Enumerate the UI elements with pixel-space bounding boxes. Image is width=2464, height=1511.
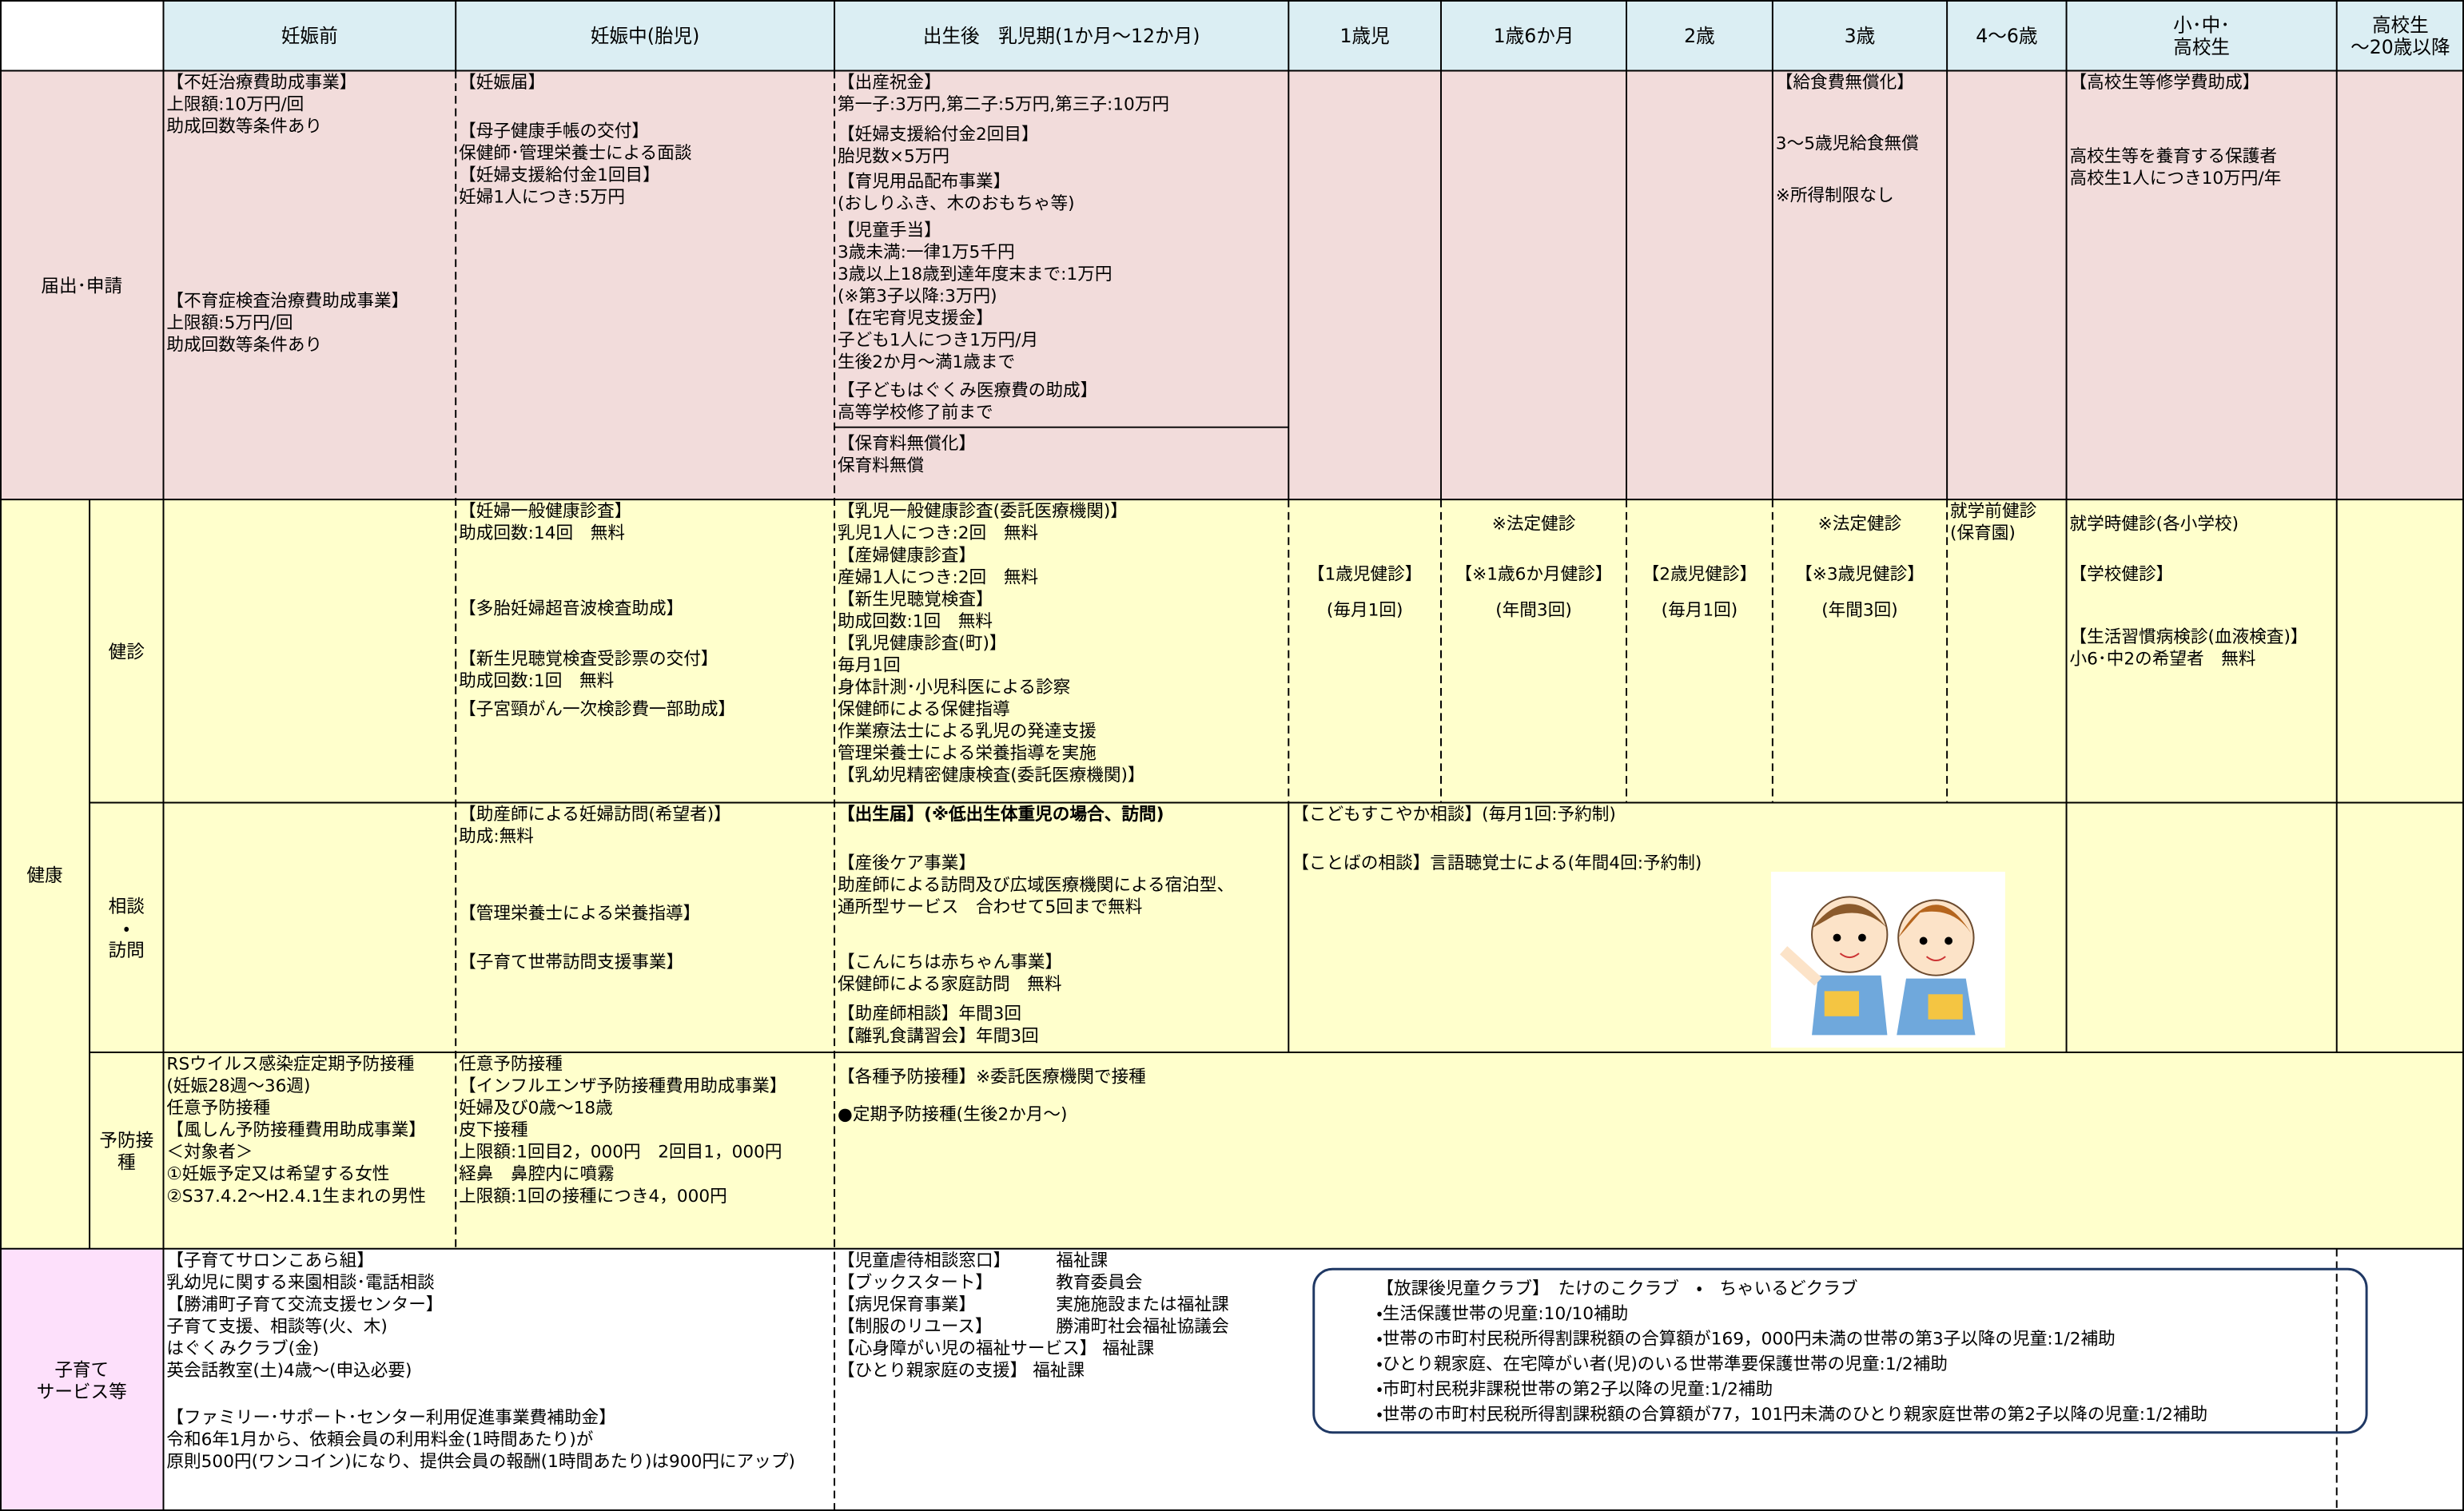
row-label: 健康 [26, 863, 63, 885]
header-bg [163, 0, 2464, 71]
text-block: 【学校健診】 [2069, 563, 2174, 585]
text-block: 【こんにちは赤ちゃん事業】 保健師による家庭訪問 無料 [837, 952, 1063, 995]
text-block: 【高校生等修学費助成】 [2069, 72, 2260, 93]
text-block: 【子どもはぐくみ医療費の助成】 高等学校修了前まで [837, 380, 1098, 423]
row-label: 相談 ・ 訪問 [108, 894, 145, 961]
text-block: (年間3回) [1821, 599, 1898, 621]
text-block: 【不妊治療費助成事業】 上限額:10万円/回 助成回数等条件あり [166, 72, 357, 137]
text-block: 【各種予防接種】※委託医療機関で接種 [837, 1066, 1146, 1088]
text-block: 【保育料無償化】 保育料無償 [837, 433, 977, 476]
column-header: 4～6歳 [1976, 24, 2038, 46]
text-block: 【妊婦支援給付金2回目】 胎児数×5万円 [837, 124, 1039, 167]
column-header: 妊娠中(胎児) [590, 24, 700, 46]
service-name: 【児童虐待相談窓口】 [837, 1250, 1011, 1271]
text-block: 【多胎妊婦超音波検査助成】 [459, 598, 684, 619]
kenkou-bg [0, 499, 2464, 1249]
service-name: 【ひとり親家庭の支援】 福祉課 [837, 1360, 1085, 1381]
column-header: 高校生 ～20歳以降 [2351, 13, 2450, 58]
text-block: 【在宅育児支援金】 子ども1人につき1万円/月 生後2か月～満1歳まで [837, 308, 1039, 372]
text-block: 【不育症検査治療費助成事業】 上限額:5万円/回 助成回数等条件あり [166, 290, 409, 356]
service-name: 【心身障がい児の福祉サービス】 福祉課 [837, 1338, 1155, 1359]
text-block: 【ファミリー･サポート･センター利用促進事業費補助金】 令和6年1月から、依頼会… [166, 1407, 795, 1472]
text-block: 【出産祝金】 第一子:3万円,第二子:5万円,第三子:10万円 [837, 72, 1170, 115]
column-header: 3歳 [1844, 24, 1876, 46]
text-block: 【母子健康手帳の交付】 保健師･管理栄養士による面談 【妊婦支援給付金1回目】 … [459, 121, 692, 208]
column-header: 1歳児 [1339, 24, 1390, 46]
text-block: 【児童手当】 3歳未満:一律1万5千円 3歳以上18歳到達年度末まで:1万円 (… [837, 220, 1113, 307]
row-label: 届出･申請 [41, 274, 123, 296]
text-block: 就学時健診(各小学校) [2069, 513, 2239, 535]
text-block: 【育児用品配布事業】 (おしりふき、木のおもちゃ等) [837, 171, 1075, 214]
text-block: 【ことばの相談】言語聴覚士による(年間4回:予約制) [1292, 853, 1702, 873]
text-block: 【助産師相談】年間3回 【離乳食講習会】年間3回 [837, 1004, 1039, 1047]
text-block: 【生活習慣病検診(血液検査)】 小6･中2の希望者 無料 [2069, 626, 2308, 670]
text-block: (毎月1回) [1326, 599, 1403, 621]
text-block: 【放課後児童クラブ】 たけのこクラブ ・ ちゃいるどクラブ ・生活保護世帯の児童… [1376, 1278, 2208, 1425]
text-block: 【こどもすこやか相談】(毎月1回:予約制) [1292, 804, 1616, 825]
text-block: 【産後ケア事業】 助産師による訪問及び広域医療機関による宿泊型、 通所型サービス… [837, 853, 1235, 917]
text-block: 【乳児一般健康診査(委託医療機関)】 乳児1人につき:2回 無料 【産婦健康診査… [837, 501, 1145, 785]
text-block: 【子育てサロンこあら組】 乳幼児に関する来園相談･電話相談 【勝浦町子育て交流支… [166, 1250, 444, 1381]
column-header: 妊娠前 [281, 24, 338, 46]
kosodate-label-bg [0, 1248, 164, 1511]
text-block: ※所得制限なし [1775, 185, 1894, 206]
text-block: ※法定健診 [1817, 513, 1902, 535]
kids-illustration [1770, 871, 2005, 1048]
text-block: 【子宮頸がん一次検診費一部助成】 [459, 698, 736, 720]
text-block: RSウイルス感染症定期予防接種 (妊娠28週～36週) 任意予防接種 【風しん予… [166, 1053, 427, 1207]
row-label: 健診 [108, 640, 145, 662]
text-block: 【妊婦一般健康診査】 助成回数:14回 無料 [459, 501, 632, 544]
text-block: 【出生届】(※低出生体重児の場合、訪問) [837, 804, 1164, 825]
text-block: ※法定健診 [1491, 513, 1576, 535]
column-header: 出生後 乳児期(1か月～12か月) [922, 24, 1200, 46]
row-label: 予防接 種 [99, 1128, 154, 1173]
text-block: 【2歳児健診】 [1642, 563, 1757, 585]
text-block: (年間3回) [1495, 599, 1572, 621]
text-block: 【新生児聴覚検査受診票の交付】 助成回数:1回 無料 [459, 648, 719, 691]
text-block: 【給食費無償化】 [1775, 72, 1914, 93]
service-office: 勝浦町社会福祉協議会 [1056, 1316, 1229, 1337]
service-name: 【制服のリユース】 [837, 1316, 993, 1337]
text-block: 【管理栄養士による栄養指導】 [459, 903, 701, 924]
text-block: ●定期予防接種(生後2か月～) [837, 1103, 1068, 1125]
service-name: 【病児保育事業】 [837, 1294, 977, 1315]
text-block: 高校生等を養育する保護者 高校生1人につき10万円/年 [2069, 145, 2282, 189]
text-block: 【妊娠届】 [459, 72, 546, 93]
text-block: 【※3歳児健診】 [1795, 563, 1925, 585]
text-block: 任意予防接種 【インフルエンザ予防接種費用助成事業】 妊婦及び0歳～18歳 皮下… [459, 1053, 787, 1207]
service-office: 実施施設または福祉課 [1056, 1294, 1229, 1315]
text-block: (毎月1回) [1661, 599, 1738, 621]
column-header: 2歳 [1684, 24, 1715, 46]
service-office: 福祉課 [1056, 1250, 1109, 1271]
column-header: 1歳6か月 [1493, 24, 1574, 46]
row-label: 子育て サービス等 [36, 1358, 127, 1402]
text-block: 【助産師による妊婦訪問(希望者)】 助成:無料 [459, 804, 731, 847]
text-block: 就学前健診 (保育園) [1950, 501, 2037, 544]
text-block: 3～5歳児給食無償 [1775, 133, 1919, 154]
text-block: 【子育て世帯訪問支援事業】 [459, 952, 684, 972]
text-block: 【1歳児健診】 [1307, 563, 1423, 585]
service-office: 教育委員会 [1056, 1272, 1143, 1293]
service-name: 【ブックスタート】 [837, 1272, 993, 1293]
text-block: 【※1歳6か月健診】 [1455, 563, 1613, 585]
column-header: 小･中･ 高校生 [2173, 13, 2231, 58]
